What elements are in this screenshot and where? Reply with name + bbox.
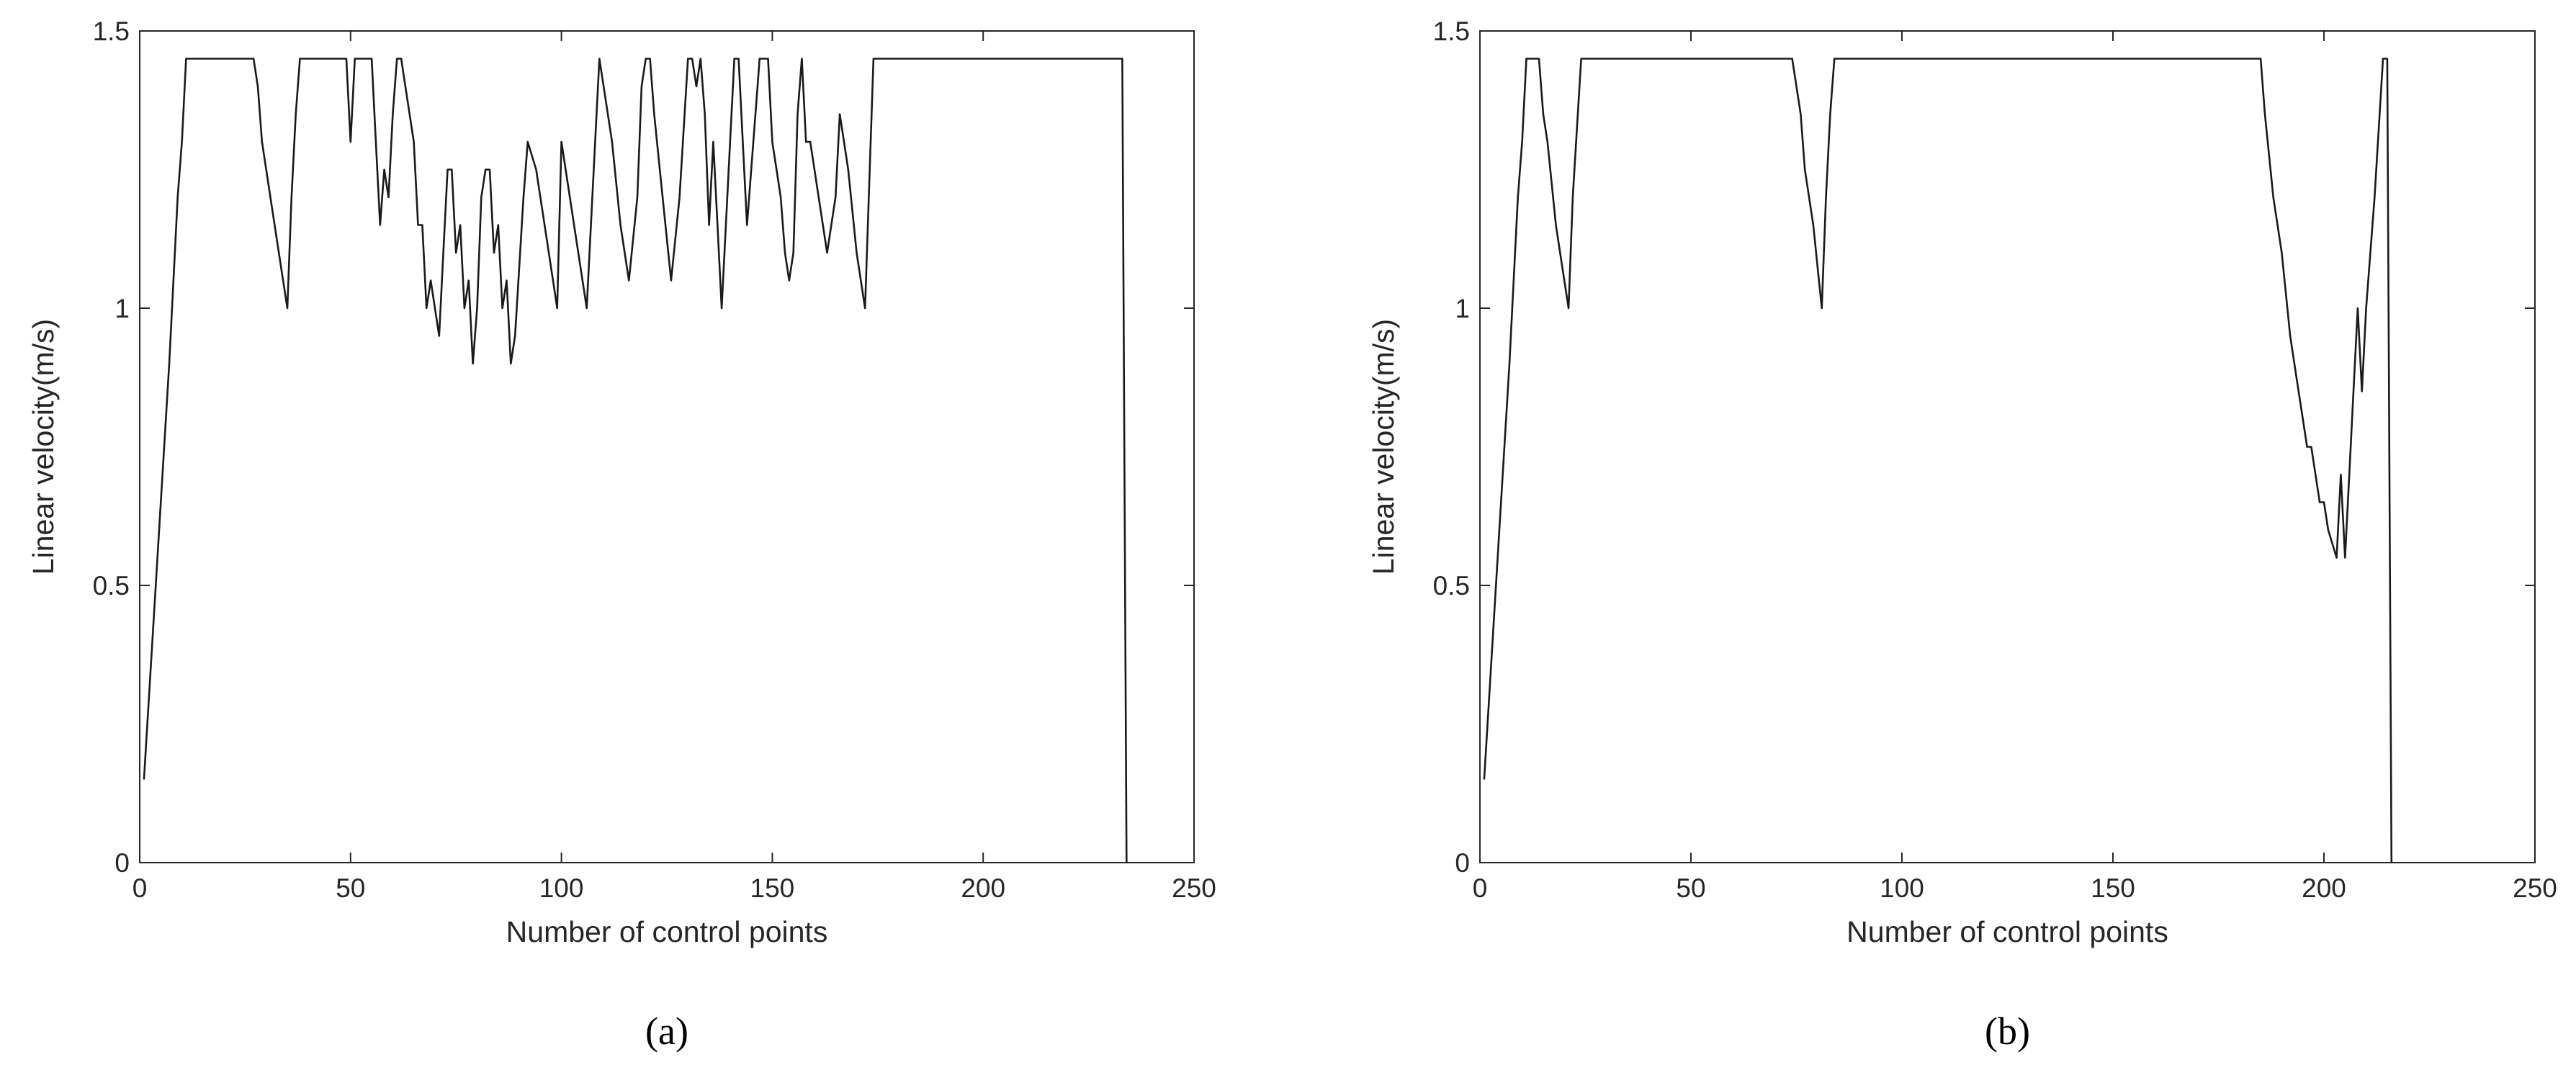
axes-box (139, 30, 1195, 863)
caption: (a) (645, 1010, 688, 1053)
axes-box (1479, 30, 2536, 863)
x-tick-label: 150 (2091, 873, 2135, 903)
x-tick-label: 0 (133, 873, 148, 903)
x-axis-label: Number of control points (1846, 915, 2168, 948)
y-tick-label: 0 (115, 848, 130, 878)
y-axis-label: Linear velocity(m/s) (27, 319, 60, 575)
y-tick-label: 1 (115, 294, 130, 323)
y-tick-label: 0.5 (1433, 571, 1470, 601)
y-tick-label: 0.5 (93, 571, 130, 601)
x-axis-label: Number of control points (506, 915, 828, 948)
x-tick-label: 200 (2302, 873, 2346, 903)
x-tick-label: 150 (750, 873, 795, 903)
caption: (b) (1985, 1010, 2030, 1053)
x-tick-label: 100 (1880, 873, 1924, 903)
data-line (1483, 58, 2393, 863)
x-tick-label: 0 (1473, 873, 1488, 903)
y-tick-label: 1.5 (1433, 17, 1470, 46)
x-tick-label: 50 (336, 873, 365, 903)
x-tick-label: 250 (2513, 873, 2557, 903)
x-tick-label: 200 (961, 873, 1005, 903)
x-tick-label: 100 (539, 873, 584, 903)
data-line (143, 58, 1128, 863)
x-tick-label: 50 (1676, 873, 1705, 903)
y-tick-label: 1.5 (93, 17, 130, 46)
y-tick-label: 0 (1455, 848, 1470, 878)
y-tick-label: 1 (1455, 294, 1470, 323)
x-tick-label: 250 (1172, 873, 1216, 903)
y-axis-label: Linear velocity(m/s) (1367, 319, 1400, 575)
